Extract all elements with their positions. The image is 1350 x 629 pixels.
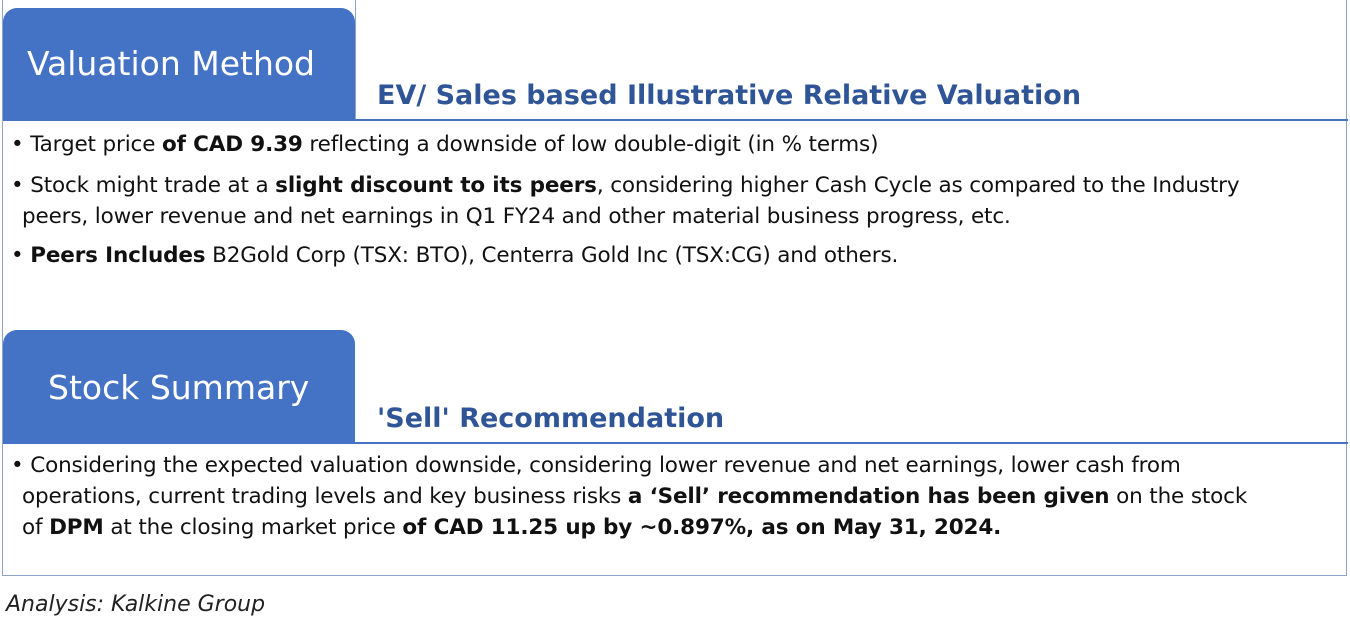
section-divider [355, 0, 356, 120]
valuation-method-title: Valuation Method [27, 44, 316, 83]
valuation-method-tab: Valuation Method [3, 8, 355, 120]
source-caption: Analysis: Kalkine Group [6, 592, 266, 617]
valuation-rule [3, 119, 1348, 121]
valuation-bullet-peers: • Peers Includes B2Gold Corp (TSX: BTO),… [11, 243, 899, 268]
valuation-bullet-discount: • Stock might trade at a slight discount… [11, 173, 1240, 229]
stock-summary-tab: Stock Summary [3, 330, 355, 442]
valuation-bullet-target-price: • Target price of CAD 9.39 reflecting a … [11, 132, 879, 157]
summary-bullet-recommendation: • Considering the expected valuation dow… [11, 453, 1248, 540]
valuation-subheading: EV/ Sales based Illustrative Relative Va… [377, 80, 1082, 111]
summary-subheading: 'Sell' Recommendation [377, 403, 725, 434]
stock-summary-title: Stock Summary [48, 368, 310, 407]
content-frame: Valuation Method EV/ Sales based Illustr… [2, 0, 1348, 576]
summary-rule [3, 442, 1348, 444]
